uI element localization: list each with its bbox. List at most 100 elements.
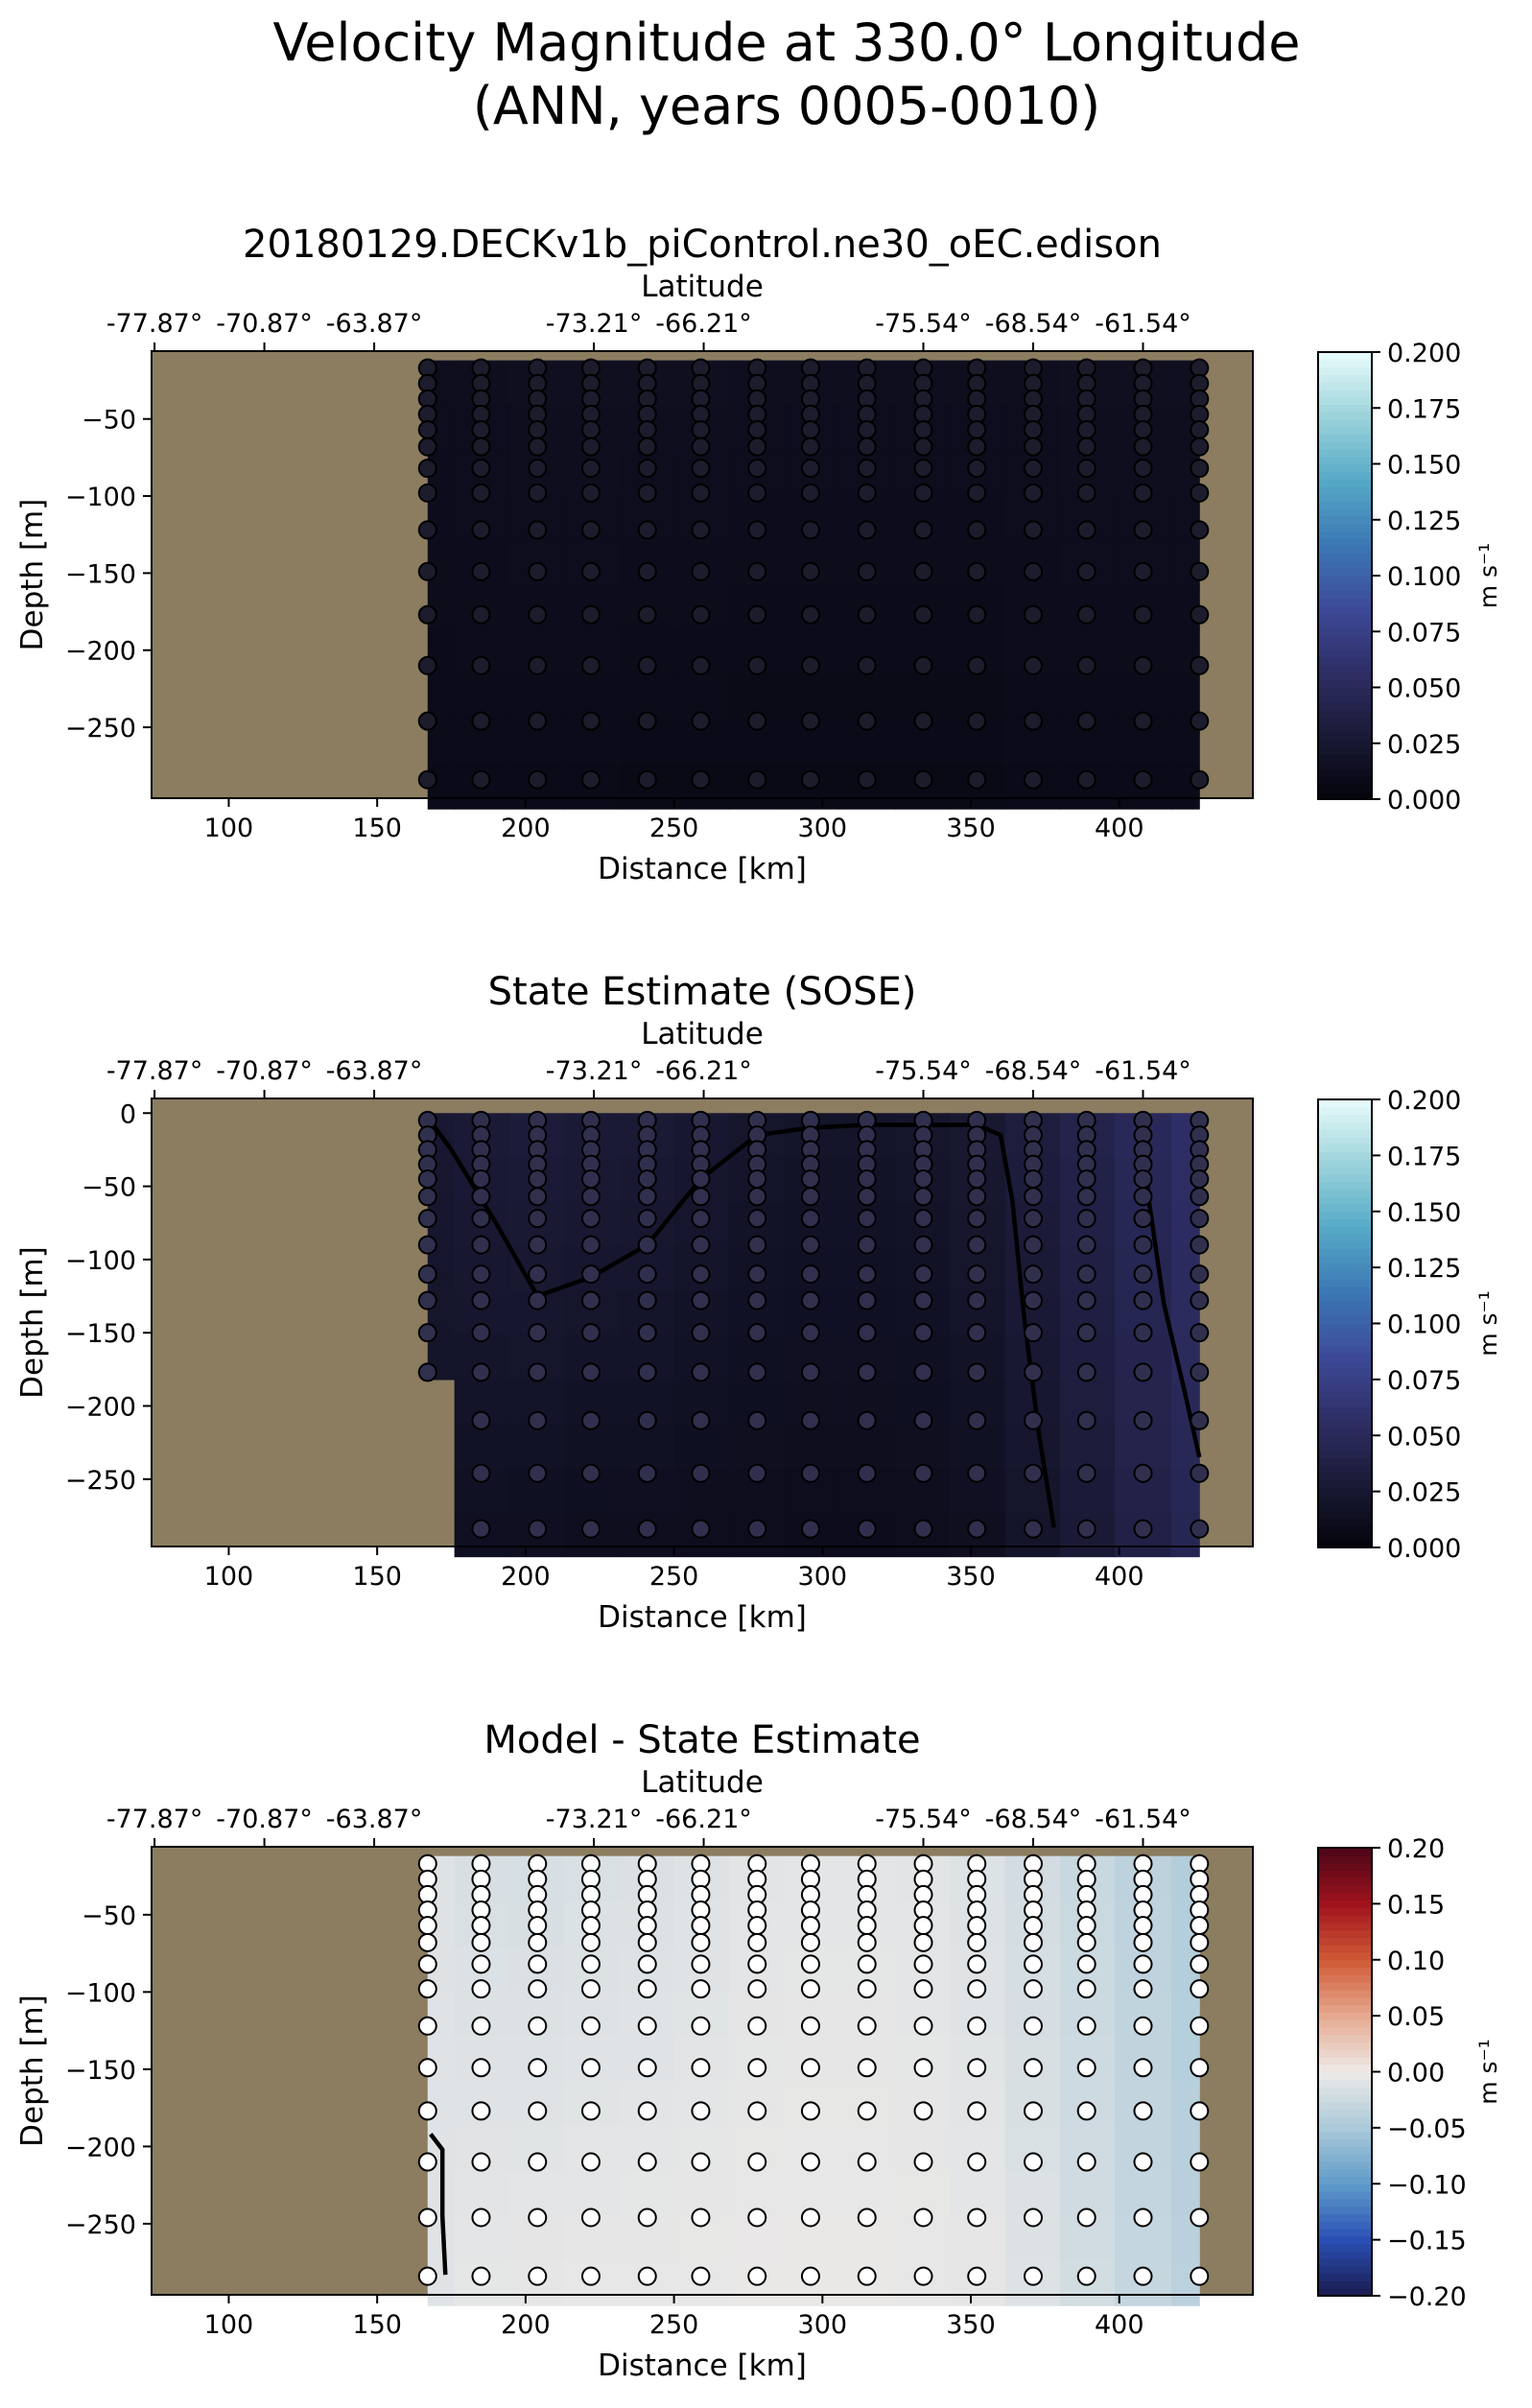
station-marker: [913, 520, 933, 540]
station-marker: [1133, 1290, 1153, 1310]
station-marker: [528, 1410, 548, 1430]
station-marker: [967, 1410, 987, 1430]
station-marker: [1133, 2101, 1153, 2121]
station-marker: [967, 655, 987, 675]
colorbar-segment: [1318, 553, 1372, 562]
station-marker: [471, 1463, 491, 1483]
colorbar-segment: [1318, 784, 1372, 792]
station-marker: [747, 459, 767, 479]
colorbar-segment: [1318, 426, 1372, 436]
station-marker: [747, 1235, 767, 1255]
station-marker: [1024, 1187, 1044, 1207]
station-marker: [1133, 1463, 1153, 1483]
colorbar-segment: [1318, 1473, 1372, 1481]
station-marker: [857, 1235, 877, 1255]
station-marker: [1076, 2101, 1096, 2121]
station-marker: [747, 655, 767, 675]
x-tick-label: 350: [946, 814, 996, 843]
station-marker: [800, 1916, 820, 1936]
station-marker: [1190, 561, 1210, 581]
colorbar-segment: [1318, 2034, 1372, 2042]
station-marker: [800, 2058, 820, 2078]
station-marker: [747, 2152, 767, 2172]
x-tick-label: 200: [501, 1562, 551, 1592]
station-marker: [967, 1323, 987, 1343]
station-marker: [913, 1954, 933, 1974]
station-marker: [1190, 2058, 1210, 2078]
station-marker: [967, 1954, 987, 1974]
station-marker: [580, 1916, 601, 1936]
station-marker: [747, 1169, 767, 1189]
colorbar-segment: [1318, 620, 1372, 628]
station-marker: [747, 437, 767, 457]
colorbar-segment: [1318, 1278, 1372, 1287]
colorbar-segment: [1318, 791, 1372, 800]
station-marker: [1024, 1916, 1044, 1936]
station-marker: [1190, 1187, 1210, 1207]
station-marker: [637, 1932, 657, 1952]
colorbar-segment: [1318, 1099, 1372, 1108]
station-marker: [1190, 2266, 1210, 2286]
station-marker: [528, 2058, 548, 2078]
station-marker: [637, 1954, 657, 1974]
colorbar-tick-label: 0.125: [1387, 507, 1461, 536]
colorbar-segment: [1318, 627, 1372, 636]
station-marker: [417, 419, 437, 439]
panel-title: Model - State Estimate: [483, 1718, 920, 1762]
x-tick-label: 400: [1095, 1562, 1144, 1592]
colorbar-segment: [1318, 2064, 1372, 2073]
colorbar-segment: [1318, 493, 1372, 502]
station-marker: [1076, 1979, 1096, 1999]
top-tick-label: -75.54°: [875, 1805, 972, 1834]
colorbar-label: m s⁻¹: [1474, 2039, 1502, 2105]
colorbar-segment: [1318, 746, 1372, 755]
station-marker: [967, 711, 987, 731]
station-marker: [967, 1187, 987, 1207]
colorbar-segment: [1318, 1457, 1372, 1466]
top-tick-label: -77.87°: [106, 1056, 203, 1086]
x-tick-label: 250: [649, 1562, 699, 1592]
station-marker: [1133, 2266, 1153, 2286]
colorbar-segment: [1318, 2146, 1372, 2155]
colorbar-segment: [1318, 2206, 1372, 2214]
station-marker: [580, 2058, 601, 2078]
station-marker: [691, 1264, 711, 1285]
top-tick-label: -73.21°: [546, 1056, 643, 1086]
station-marker: [417, 1362, 437, 1382]
station-marker: [747, 604, 767, 625]
colorbar-segment: [1318, 687, 1372, 696]
station-marker: [1190, 437, 1210, 457]
colorbar-tick-label: 0.075: [1387, 1366, 1461, 1396]
colorbar-segment: [1318, 1967, 1372, 1975]
station-marker: [857, 655, 877, 675]
station-marker: [1190, 2101, 1210, 2121]
station-marker: [471, 1209, 491, 1229]
colorbar-segment: [1318, 2042, 1372, 2050]
colorbar-segment: [1318, 366, 1372, 375]
colorbar-segment: [1318, 1263, 1372, 1272]
station-marker: [857, 2207, 877, 2228]
colorbar-segment: [1318, 2258, 1372, 2267]
station-marker: [1076, 1169, 1096, 1189]
x-tick-label: 150: [352, 2310, 402, 2340]
top-tick-label: -63.87°: [326, 1805, 423, 1834]
station-marker: [691, 1362, 711, 1382]
colorbar-segment: [1318, 2101, 1372, 2111]
top-tick-label: -77.87°: [106, 1805, 203, 1834]
station-marker: [800, 483, 820, 503]
station-marker: [528, 1209, 548, 1229]
station-marker: [528, 2207, 548, 2228]
station-marker: [1133, 711, 1153, 731]
station-marker: [1133, 1979, 1153, 1999]
colorbar-segment: [1318, 672, 1372, 681]
colorbar-tick-label: 0.125: [1387, 1254, 1461, 1284]
station-marker: [417, 1932, 437, 1952]
station-marker: [528, 1979, 548, 1999]
station-marker: [691, 459, 711, 479]
station-marker: [747, 1519, 767, 1539]
y-tick-label: −200: [65, 1392, 136, 1422]
station-marker: [1190, 459, 1210, 479]
station-marker: [1133, 561, 1153, 581]
colorbar-segment: [1318, 2168, 1372, 2178]
colorbar-segment: [1318, 2198, 1372, 2207]
